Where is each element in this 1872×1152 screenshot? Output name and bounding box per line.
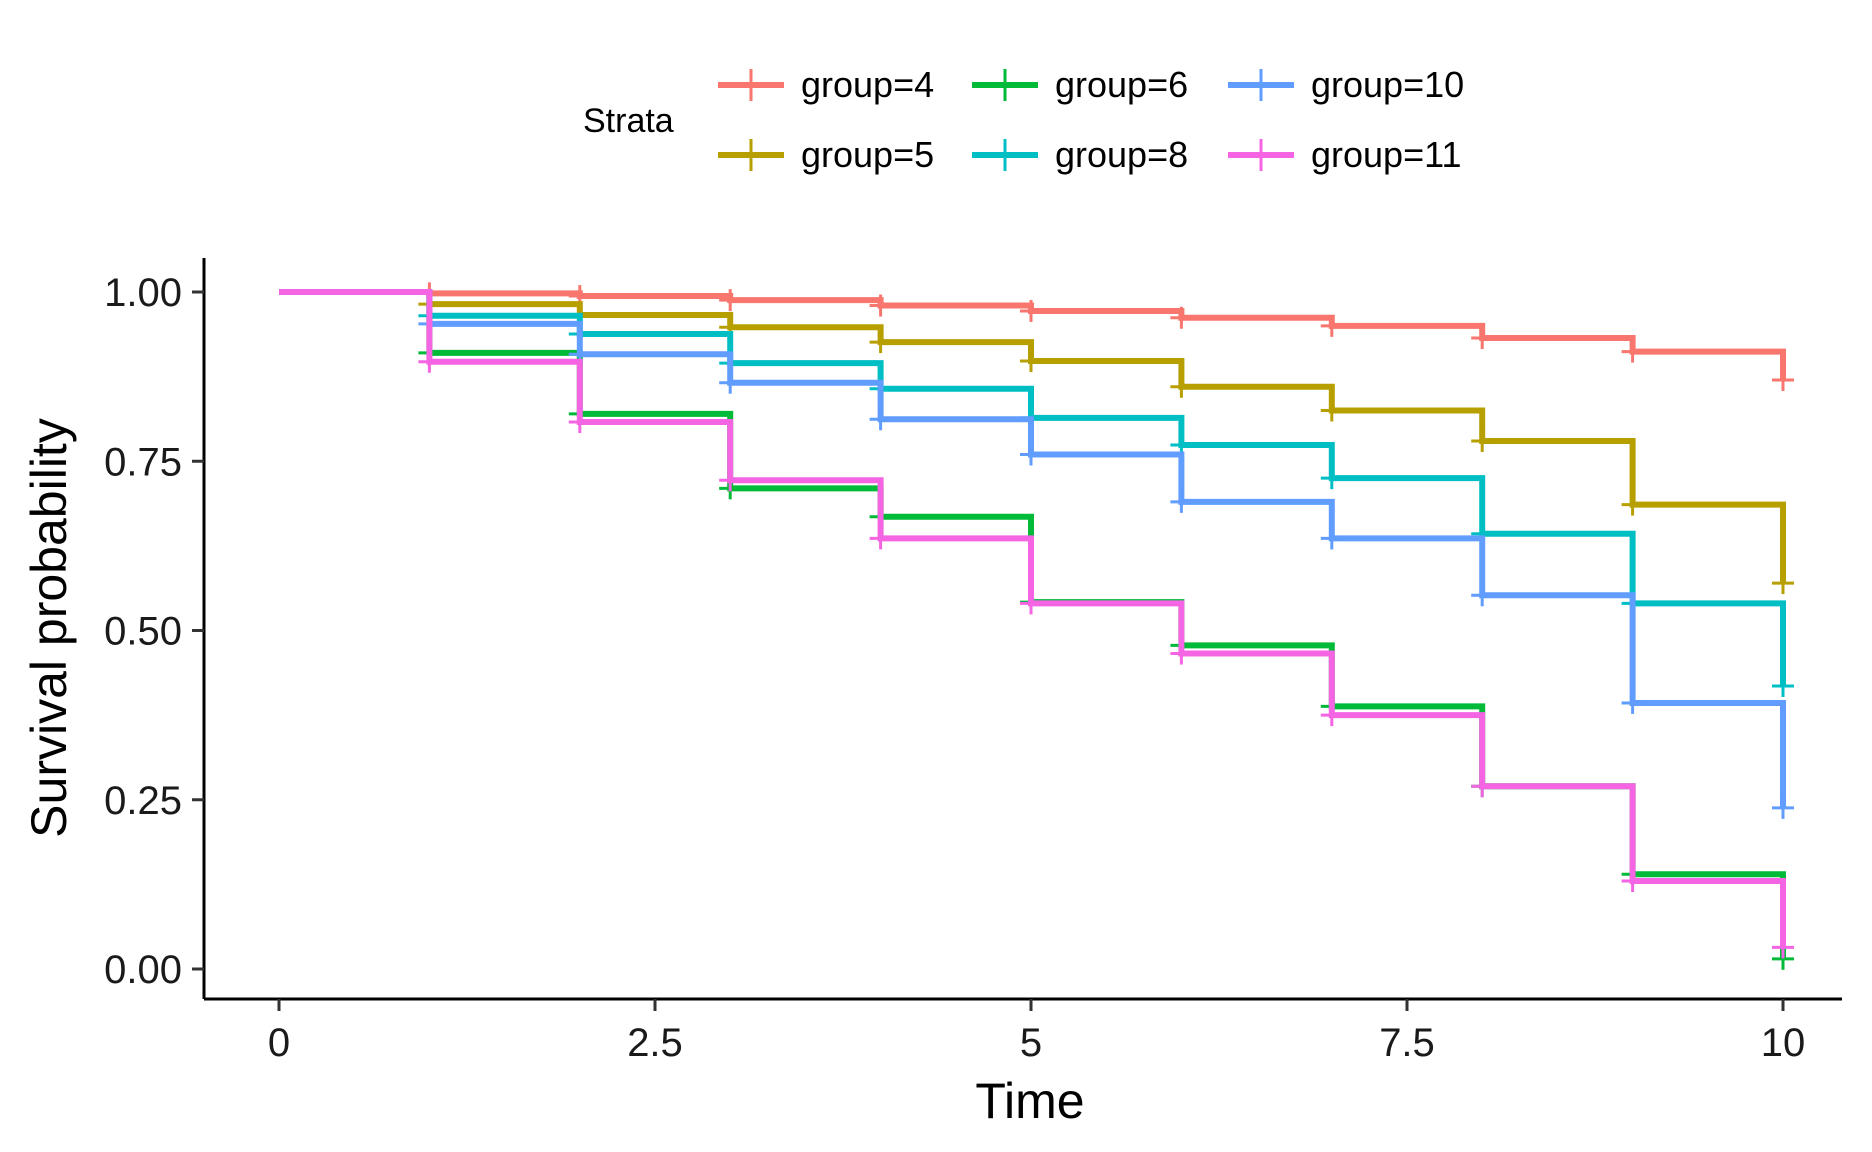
legend-key: [718, 139, 784, 171]
censor-mark: [1320, 314, 1343, 337]
censor-mark: [1772, 936, 1794, 959]
censor-mark: [719, 289, 742, 312]
series-group-6: [279, 289, 1794, 970]
censor-mark: [1772, 369, 1794, 392]
y-tick-label: 0.25: [104, 779, 182, 823]
censor-mark: [1621, 869, 1644, 892]
censor-mark: [1170, 375, 1193, 398]
censor-mark: [869, 527, 892, 550]
y-tick-label: 1.00: [104, 271, 182, 315]
x-tick-label: 7.5: [1379, 1021, 1435, 1065]
y-axis-title: Survival probability: [21, 418, 77, 838]
censor-mark: [869, 331, 892, 354]
y-tick-label: 0.75: [104, 440, 182, 484]
legend-item-group-6: group=6: [972, 64, 1188, 105]
censor-mark: [1471, 429, 1494, 452]
y-tick-label: 0.00: [104, 948, 182, 992]
x-tick-label: 2.5: [627, 1021, 683, 1065]
censor-mark: [1320, 704, 1343, 727]
y-axis-ticks: 0.00 0.25 0.50 0.75 1.00: [104, 271, 204, 992]
y-tick-label: 0.50: [104, 610, 182, 654]
legend-key: [972, 139, 1038, 171]
legend-label: group=5: [801, 134, 934, 175]
legend-label: group=10: [1311, 64, 1464, 105]
censor-mark: [1621, 340, 1644, 363]
x-tick-label: 5: [1020, 1021, 1042, 1065]
series-layer: [279, 282, 1794, 970]
censor-mark: [1020, 350, 1042, 373]
legend-key: [718, 69, 784, 101]
legend-key: [1228, 139, 1294, 171]
legend-item-group-5: group=5: [718, 134, 934, 175]
censor-mark: [869, 408, 892, 431]
legend-title: Strata: [583, 102, 674, 140]
legend-item-group-4: group=4: [718, 64, 934, 105]
censor-mark: [1772, 675, 1794, 698]
censor-mark: [1020, 299, 1042, 322]
series-group-4: [279, 282, 1794, 392]
legend-item-group-11: group=11: [1228, 134, 1461, 175]
censor-mark: [1471, 584, 1494, 607]
legend-key: [1228, 69, 1294, 101]
censor-mark: [1320, 467, 1343, 490]
censor-mark: [1170, 490, 1193, 513]
censor-mark: [1170, 642, 1193, 665]
censor-mark: [869, 294, 892, 317]
x-axis-ticks: 0 2.5 5 7.5 10: [268, 999, 1805, 1065]
x-tick-label: 10: [1761, 1021, 1806, 1065]
censor-mark: [719, 469, 742, 492]
censor-mark: [1320, 399, 1343, 422]
censor-mark: [719, 371, 742, 394]
legend-label: group=8: [1055, 134, 1188, 175]
x-tick-label: 0: [268, 1021, 290, 1065]
series-group-10: [279, 289, 1794, 819]
legend-label: group=11: [1311, 134, 1461, 175]
series-group-11: [279, 289, 1794, 959]
censor-mark: [1621, 493, 1644, 516]
censor-mark: [1772, 796, 1794, 819]
legend: Strata group=4 group=5 group=6 group=8 group…: [583, 64, 1464, 175]
legend-key: [972, 69, 1038, 101]
censor-mark: [1020, 443, 1042, 466]
censor-mark: [1320, 527, 1343, 550]
legend-label: group=4: [801, 64, 934, 105]
censor-mark: [1170, 306, 1193, 329]
legend-label: group=6: [1055, 64, 1188, 105]
legend-item-group-8: group=8: [972, 134, 1188, 175]
legend-item-group-10: group=10: [1228, 64, 1464, 105]
censor-mark: [568, 410, 591, 433]
plot-area: 0 2.5 5 7.5 10 0.00 0.25 0.50 0.75 1.00: [104, 258, 1842, 1065]
censor-mark: [1471, 327, 1494, 350]
censor-mark: [1772, 572, 1794, 595]
censor-mark: [1621, 691, 1644, 714]
censor-mark: [1471, 775, 1494, 798]
censor-mark: [1020, 592, 1042, 615]
x-axis-title: Time: [975, 1073, 1084, 1129]
censor-mark: [418, 350, 441, 373]
